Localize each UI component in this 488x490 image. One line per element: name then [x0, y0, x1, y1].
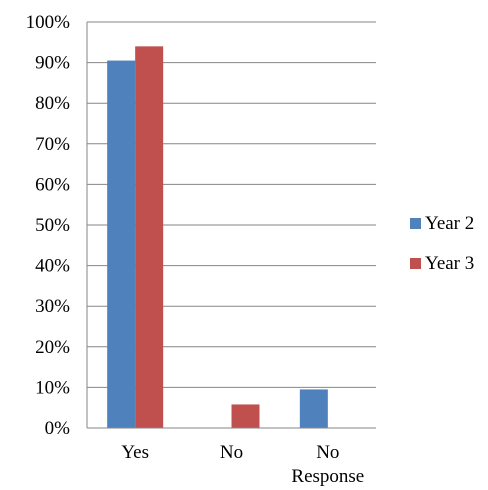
x-tick-label: No	[316, 442, 339, 463]
bar-year-3	[231, 404, 260, 428]
legend-swatch	[410, 218, 421, 229]
y-axis-tick-labels: 0% 10% 20% 30% 40% 50% 60% 70% 80% 90% 100%	[26, 12, 71, 439]
y-tick-label: 80%	[35, 93, 70, 114]
x-tick-label: Response	[291, 466, 364, 487]
axes	[86, 22, 376, 429]
bar-year-3	[135, 46, 164, 429]
y-tick-label: 60%	[35, 174, 70, 195]
x-axis-tick-labels: Yes No No Response	[121, 442, 364, 487]
y-tick-label: 0%	[45, 418, 71, 439]
bars	[107, 46, 328, 429]
legend-swatch	[410, 258, 421, 269]
bar-year-2	[107, 60, 136, 428]
legend: Year 2 Year 3	[410, 213, 474, 274]
y-tick-label: 100%	[26, 12, 71, 33]
y-tick-label: 10%	[35, 377, 70, 398]
y-tick-label: 40%	[35, 256, 70, 277]
y-tick-label: 50%	[35, 215, 70, 236]
x-tick-label: No	[220, 442, 243, 463]
y-tick-label: 90%	[35, 53, 70, 74]
x-tick-label: Yes	[121, 442, 149, 463]
legend-label: Year 3	[425, 253, 474, 274]
legend-label: Year 2	[425, 213, 474, 234]
y-tick-label: 70%	[35, 134, 70, 155]
bar-year-2	[299, 389, 328, 428]
y-tick-label: 30%	[35, 296, 70, 317]
y-tick-label: 20%	[35, 337, 70, 358]
